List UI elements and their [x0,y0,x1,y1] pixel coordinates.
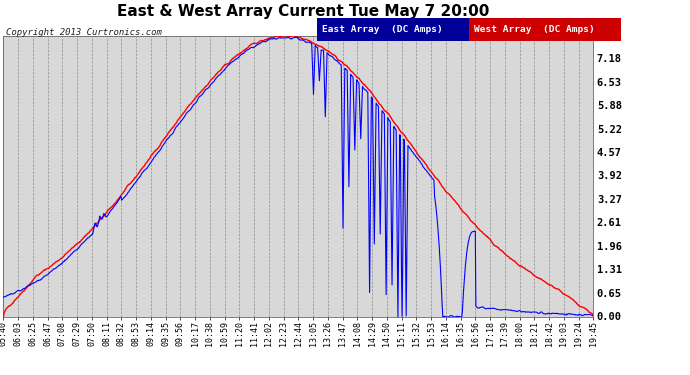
Text: 0.65: 0.65 [597,288,622,298]
Text: 1.96: 1.96 [597,242,622,252]
Text: 4.57: 4.57 [597,148,622,158]
Text: 2.61: 2.61 [597,218,622,228]
Text: East Array  (DC Amps): East Array (DC Amps) [322,25,443,34]
Text: 3.92: 3.92 [597,171,622,181]
Text: 3.27: 3.27 [597,195,622,205]
Text: East & West Array Current Tue May 7 20:00: East & West Array Current Tue May 7 20:0… [117,4,490,19]
Text: West Array  (DC Amps): West Array (DC Amps) [474,25,595,34]
Text: 7.18: 7.18 [597,54,622,64]
Text: Copyright 2013 Curtronics.com: Copyright 2013 Curtronics.com [6,28,161,37]
Text: 6.53: 6.53 [597,78,622,88]
Text: 5.22: 5.22 [597,124,622,135]
Text: 5.88: 5.88 [597,101,622,111]
Text: 7.84: 7.84 [597,31,622,40]
Text: 1.31: 1.31 [597,265,622,275]
Text: 0.00: 0.00 [597,312,622,322]
